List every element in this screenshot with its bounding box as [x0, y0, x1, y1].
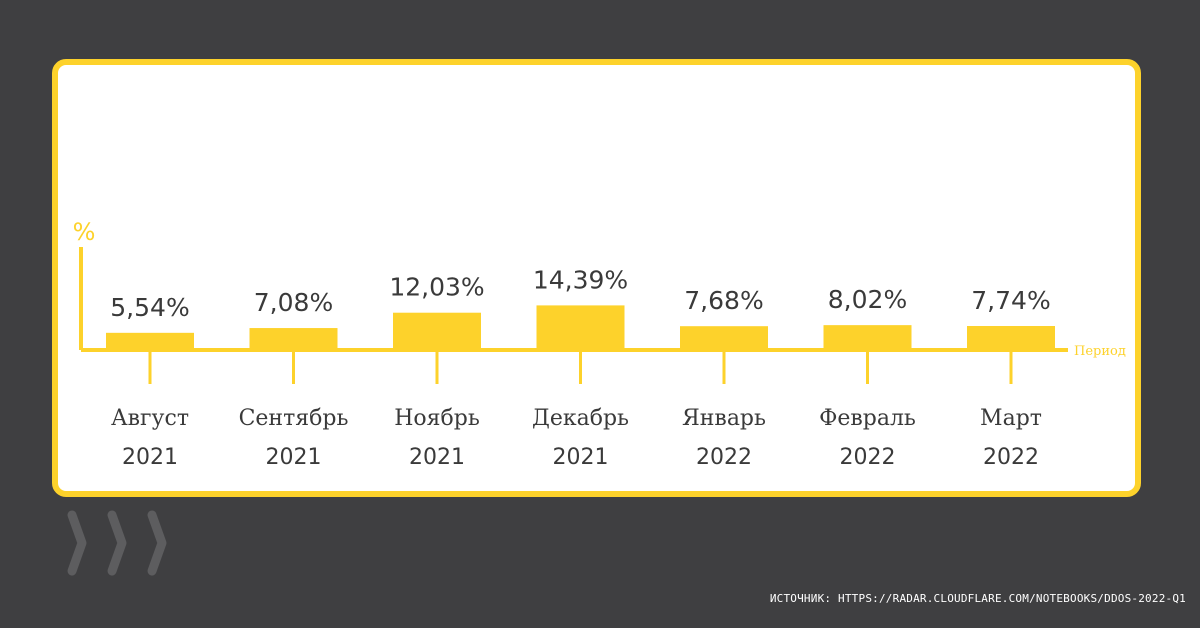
data-label: 7,74%: [971, 286, 1050, 315]
bar: [106, 332, 194, 350]
x-tick-label-year: 2022: [840, 445, 896, 470]
data-label: 7,68%: [684, 286, 763, 315]
x-tick-label-year: 2022: [983, 445, 1039, 470]
data-label: 5,54%: [110, 293, 189, 322]
data-label: 7,08%: [254, 288, 333, 317]
x-tick-label-year: 2021: [122, 445, 178, 470]
x-tick-label-month: Декабрь: [532, 406, 629, 431]
x-tick-label-month: Январь: [682, 406, 766, 431]
x-tick-label-year: 2022: [696, 445, 752, 470]
x-tick-label-month: Февраль: [819, 406, 916, 431]
x-axis-label: Период: [1074, 344, 1126, 359]
bar: [536, 305, 625, 350]
y-axis-label: %: [73, 218, 96, 246]
x-tick-label-month: Март: [980, 406, 1042, 431]
x-tick-label-month: Сентябрь: [239, 406, 349, 431]
bar: [249, 328, 338, 350]
x-tick-label-year: 2021: [409, 445, 465, 470]
bar: [967, 326, 1055, 350]
bar: [680, 326, 768, 350]
data-label: 14,39%: [533, 265, 628, 294]
chevron-stripes-icon: [67, 510, 167, 576]
chart-card: [52, 59, 1141, 497]
bar: [393, 312, 481, 350]
x-tick-label-year: 2021: [553, 445, 609, 470]
x-tick-label-month: Август: [111, 406, 189, 431]
x-tick-label-month: Ноябрь: [394, 406, 480, 431]
bar: [823, 325, 912, 350]
source-note: ИСТОЧНИК: HTTPS://RADAR.CLOUDFLARE.COM/N…: [769, 592, 1186, 605]
data-label: 12,03%: [389, 273, 484, 302]
data-label: 8,02%: [828, 285, 907, 314]
x-tick-label-year: 2021: [266, 445, 322, 470]
